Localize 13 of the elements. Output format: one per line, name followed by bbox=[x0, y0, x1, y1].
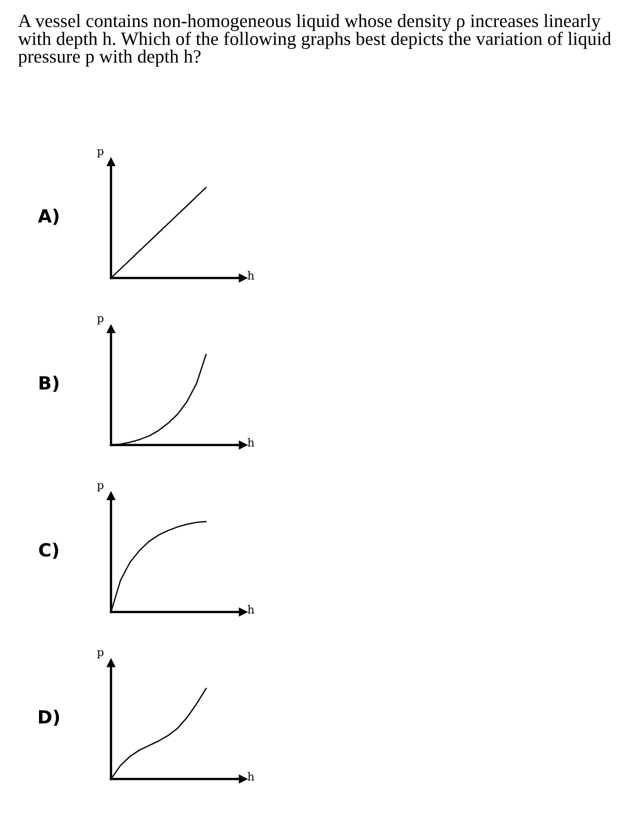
y-axis-title: p bbox=[97, 149, 104, 158]
y-axis-title: p bbox=[97, 316, 104, 324]
x-axis-title: h bbox=[248, 438, 254, 446]
y-axis-title: p bbox=[97, 650, 104, 658]
x-axis-title: h bbox=[248, 772, 254, 780]
text: B) bbox=[40, 376, 58, 392]
text: C) bbox=[39, 542, 58, 559]
y-axis-title: p bbox=[97, 483, 104, 492]
x-axis-title: h bbox=[248, 271, 254, 280]
text: D) bbox=[39, 710, 60, 726]
text: A) bbox=[38, 208, 59, 225]
x-axis-title: h bbox=[248, 605, 254, 614]
text: A vessel contains non-homogeneous liquid whose density ρ increases linearly with depth h. Which of the following graphs best depicts the variation of liquid pressure p with depth h? bbox=[18, 14, 612, 67]
